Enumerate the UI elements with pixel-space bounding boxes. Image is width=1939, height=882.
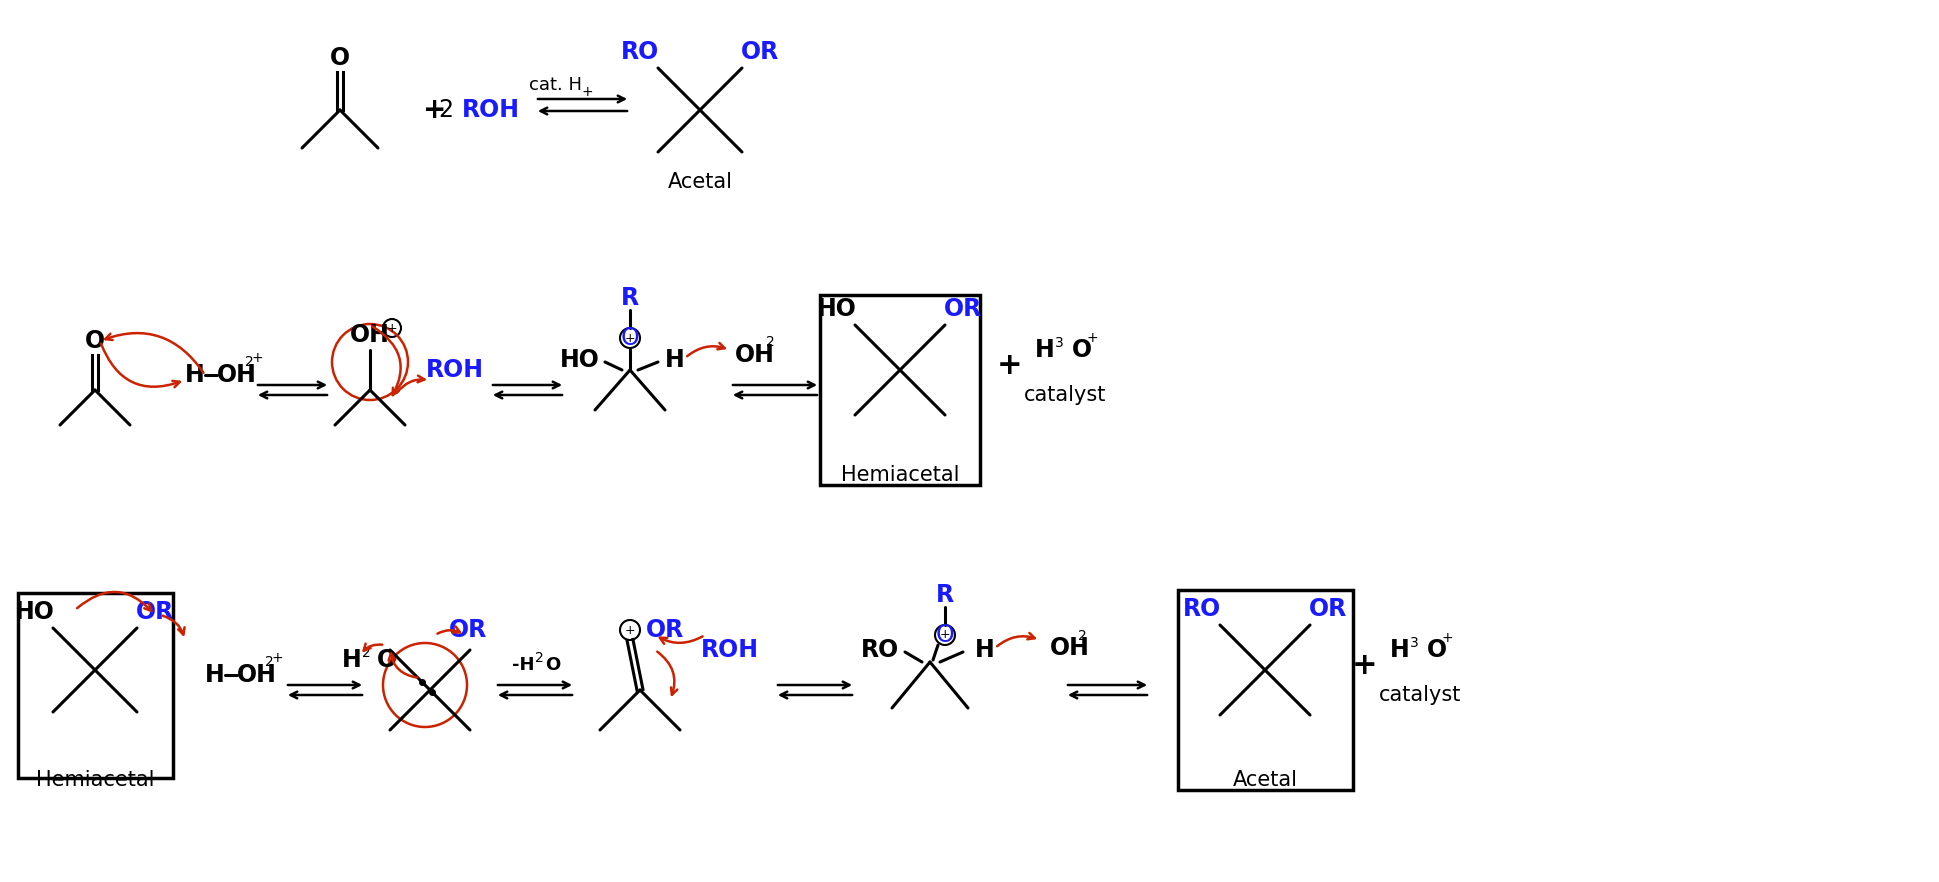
Text: 2: 2: [1076, 629, 1086, 643]
Text: OR: OR: [646, 618, 684, 642]
Text: +: +: [624, 332, 634, 345]
Text: O: O: [1427, 638, 1446, 662]
Text: HO: HO: [816, 297, 857, 321]
Text: HO: HO: [560, 348, 599, 372]
Text: +: +: [624, 624, 634, 637]
Text: O: O: [376, 648, 397, 672]
Text: 2: 2: [440, 98, 461, 122]
Text: Acetal: Acetal: [667, 172, 733, 192]
Text: +: +: [250, 351, 262, 365]
Bar: [1177, 590, 1351, 790]
Text: OR: OR: [448, 618, 487, 642]
Text: ROH: ROH: [427, 358, 483, 382]
Text: ROH: ROH: [461, 98, 520, 122]
Text: +: +: [386, 322, 397, 334]
Text: +: +: [1441, 631, 1452, 645]
Text: O: O: [620, 326, 640, 350]
Text: Acetal: Acetal: [1231, 770, 1297, 790]
Text: +: +: [582, 85, 593, 99]
Text: H: H: [975, 638, 995, 662]
Text: OH: OH: [217, 363, 256, 387]
Text: 3: 3: [1410, 636, 1417, 650]
Text: 2: 2: [363, 646, 370, 660]
Text: RO: RO: [620, 40, 659, 64]
Text: H: H: [665, 348, 684, 372]
Text: +: +: [938, 629, 950, 641]
Text: H: H: [1035, 338, 1055, 362]
Text: ROH: ROH: [700, 638, 758, 662]
Text: R: R: [620, 286, 638, 310]
Text: OH: OH: [1049, 636, 1090, 660]
Text: +: +: [1351, 651, 1377, 679]
Text: +: +: [423, 96, 446, 124]
Text: cat. H: cat. H: [529, 76, 582, 94]
Text: Hemiacetal: Hemiacetal: [35, 770, 155, 790]
Text: H: H: [184, 363, 206, 387]
Text: RO: RO: [1183, 597, 1220, 621]
Text: OH: OH: [237, 663, 277, 687]
Text: 2: 2: [766, 335, 774, 349]
Text: OH: OH: [735, 343, 774, 367]
Text: 2: 2: [264, 655, 273, 669]
Text: +: +: [271, 651, 283, 665]
Text: OR: OR: [136, 600, 175, 624]
Text: O: O: [1072, 338, 1092, 362]
Text: O: O: [330, 46, 349, 70]
Text: O: O: [545, 656, 560, 674]
Text: RO: RO: [861, 638, 898, 662]
Text: OR: OR: [944, 297, 981, 321]
Text: 2: 2: [535, 651, 543, 665]
Bar: [820, 295, 979, 485]
Text: catalyst: catalyst: [1024, 385, 1105, 405]
Text: H: H: [341, 648, 363, 672]
Text: H: H: [206, 663, 225, 687]
Text: HO: HO: [16, 600, 54, 624]
Text: OH: OH: [349, 323, 390, 347]
Text: 3: 3: [1055, 336, 1063, 350]
Text: 2: 2: [244, 355, 254, 369]
Text: Hemiacetal: Hemiacetal: [840, 465, 958, 485]
Text: +: +: [1086, 331, 1097, 345]
Text: O: O: [935, 623, 954, 647]
Text: H: H: [1390, 638, 1410, 662]
Text: catalyst: catalyst: [1379, 685, 1460, 705]
Text: O: O: [85, 329, 105, 353]
Text: -H: -H: [512, 656, 535, 674]
Text: R: R: [935, 583, 954, 607]
Bar: [17, 593, 173, 778]
Text: OR: OR: [741, 40, 779, 64]
Text: OR: OR: [1309, 597, 1346, 621]
Text: +: +: [997, 350, 1022, 379]
